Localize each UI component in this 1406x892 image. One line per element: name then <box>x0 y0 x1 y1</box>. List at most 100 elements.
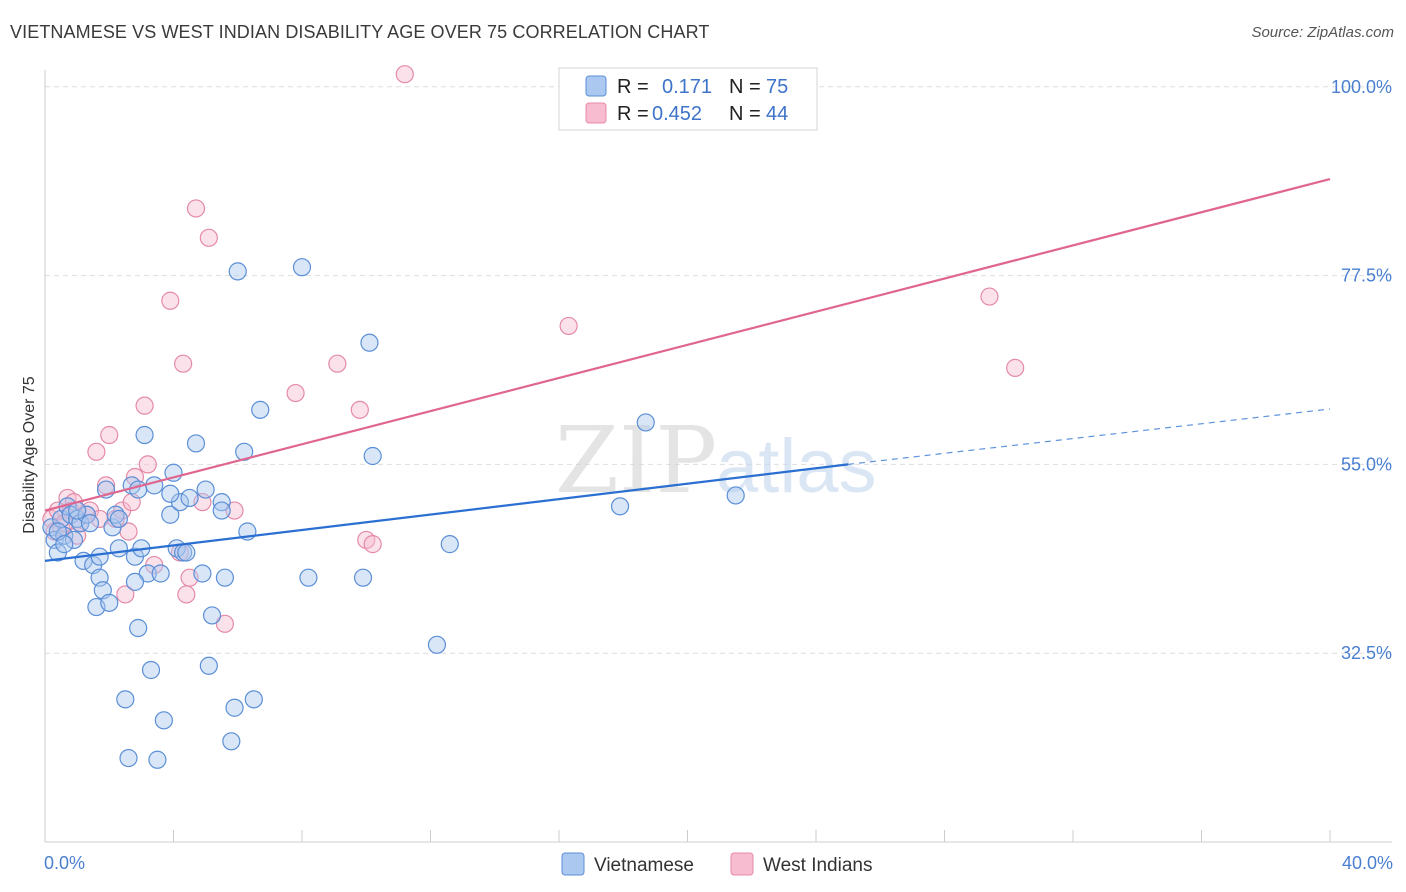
vietnamese-point <box>225 698 244 717</box>
vietnamese-point <box>125 572 145 591</box>
y-axis-label: Disability Age Over 75 <box>21 376 38 534</box>
west-indians-point <box>328 354 347 373</box>
vietnamese-point <box>222 732 241 751</box>
y-tick-label: 77.5% <box>1341 266 1392 286</box>
vietnamese-point <box>212 501 231 520</box>
west-indians-point <box>559 316 578 336</box>
y-tick-label: 32.5% <box>1341 643 1392 663</box>
vietnamese-point <box>186 434 206 453</box>
vietnamese-point <box>161 484 180 503</box>
legend-r-value: 0.452 <box>652 103 702 125</box>
west-indians-point <box>1006 358 1025 377</box>
vietnamese-point <box>129 618 148 638</box>
vietnamese-point <box>636 413 655 432</box>
vietnamese-point <box>119 748 138 768</box>
vietnamese-point <box>363 446 382 466</box>
west-indians-point <box>286 383 305 403</box>
west-indians-point <box>350 400 369 419</box>
vietnamese-point <box>235 442 254 461</box>
tick-labels: 32.5% 55.0% 77.5% 100.0% 0.0% 40.0% <box>44 77 1393 873</box>
chart-title: VIETNAMESE VS WEST INDIAN DISABILITY AGE… <box>10 22 710 42</box>
legend: R = 0.171 N = 75 R = 0.452 N = 44 <box>558 67 818 131</box>
vietnamese-point <box>138 564 157 583</box>
vietnamese-point <box>141 660 161 680</box>
west-indians-point <box>87 442 106 461</box>
x-tick-label: 40.0% <box>1342 853 1393 873</box>
vietnamese-point <box>109 539 128 558</box>
west-indians-point <box>215 614 234 633</box>
legend-n-value: 75 <box>766 76 788 98</box>
vietnamese-point <box>228 262 247 281</box>
axes <box>44 70 1392 843</box>
west-indians-point <box>161 291 180 310</box>
watermark-zip: ZIP <box>555 407 717 514</box>
trend-lines <box>44 178 1331 562</box>
vietnamese-points <box>42 258 745 769</box>
y-tick-label: 100.0% <box>1331 77 1392 97</box>
vietnamese-point <box>177 543 196 562</box>
vietnamese-point <box>726 486 745 505</box>
vietnamese-point <box>100 593 119 612</box>
vietnamese-point <box>64 530 84 550</box>
west-indians-point <box>138 455 157 474</box>
vietnamese-point <box>161 505 180 524</box>
legend-swatch-west-indians <box>585 102 607 124</box>
vietnamese-point <box>90 547 109 566</box>
legend-n-label: N = <box>729 76 761 98</box>
watermark: ZIP atlas <box>555 407 877 514</box>
west-indians-trend-line <box>44 178 1331 512</box>
vietnamese-point <box>244 690 263 709</box>
legend-n-label: N = <box>729 103 761 125</box>
bottom-legend-label-vietnamese: Vietnamese <box>594 855 694 876</box>
west-indians-point <box>100 425 119 445</box>
vietnamese-point <box>154 711 173 730</box>
vietnamese-point <box>360 333 379 352</box>
west-indians-point <box>186 199 206 218</box>
legend-r-value: 0.171 <box>662 76 712 98</box>
vietnamese-point <box>196 480 215 499</box>
vietnamese-point <box>193 564 212 583</box>
vietnamese-point <box>610 497 630 516</box>
vietnamese-point <box>202 606 222 625</box>
vietnamese-point <box>251 400 270 419</box>
vietnamese-point <box>145 476 164 495</box>
west-indians-point <box>116 585 135 604</box>
west-indians-point <box>980 287 999 306</box>
west-indians-point <box>177 585 196 604</box>
vietnamese-point <box>427 635 447 654</box>
watermark-atlas: atlas <box>716 424 877 509</box>
bottom-legend-swatch-vietnamese <box>561 852 585 876</box>
legend-r-label: R = <box>617 76 649 98</box>
west-indians-point <box>199 228 218 247</box>
legend-r-label: R = <box>617 103 649 125</box>
vietnamese-trend-line <box>44 463 849 562</box>
vietnamese-point <box>440 535 459 554</box>
vietnamese-point <box>292 258 312 277</box>
vietnamese-point <box>148 750 167 769</box>
bottom-legend-swatch-west-indians <box>730 852 754 876</box>
vietnamese-point <box>151 564 170 583</box>
west-indians-point <box>135 396 154 415</box>
vietnamese-point <box>109 509 128 529</box>
y-tick-label: 55.0% <box>1341 454 1392 474</box>
west-indians-point <box>363 535 382 554</box>
legend-n-value: 44 <box>766 103 788 125</box>
vietnamese-point <box>199 656 218 675</box>
x-tick-label: 0.0% <box>44 853 85 873</box>
source-label: Source: ZipAtlas.com <box>1251 24 1394 41</box>
west-indians-point <box>225 501 244 520</box>
vietnamese-trend-extension <box>848 408 1331 465</box>
bottom-legend: Vietnamese West Indians <box>561 852 872 876</box>
vietnamese-point <box>129 480 148 499</box>
vietnamese-point <box>135 425 154 445</box>
bottom-legend-label-west-indians: West Indians <box>763 855 872 876</box>
grid <box>45 86 1392 654</box>
west-indians-point <box>395 65 414 84</box>
vietnamese-point <box>180 488 199 508</box>
vietnamese-point <box>55 535 74 554</box>
vietnamese-point <box>80 514 100 533</box>
vietnamese-point <box>116 690 135 709</box>
legend-swatch-vietnamese <box>585 75 607 97</box>
vietnamese-point <box>299 568 318 587</box>
